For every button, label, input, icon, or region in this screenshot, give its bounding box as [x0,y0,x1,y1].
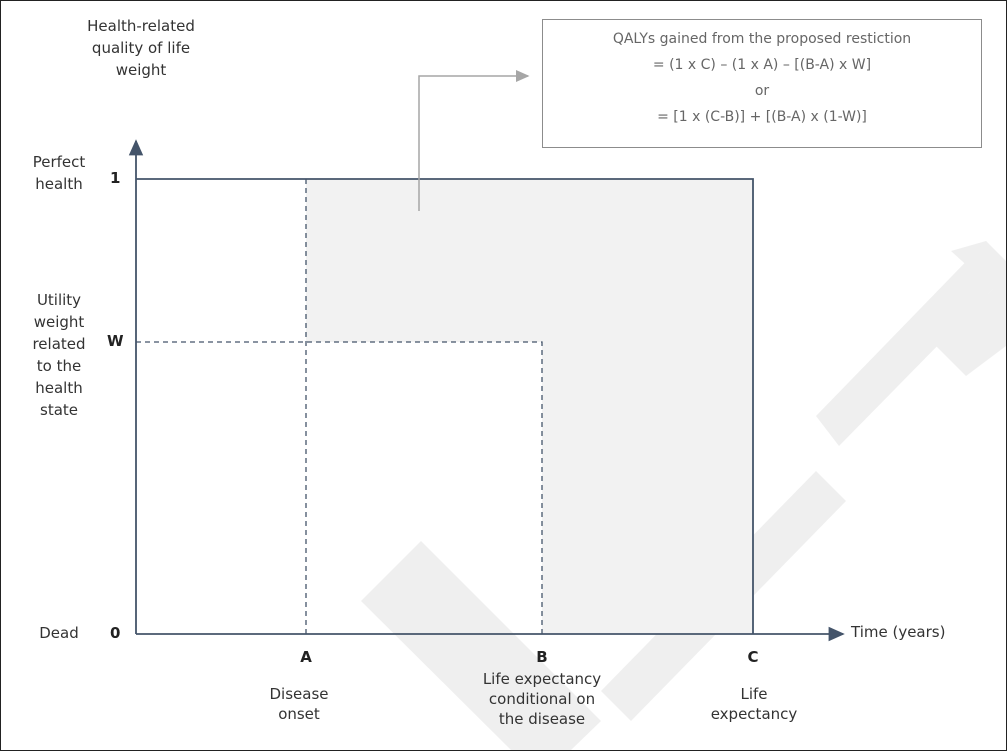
perfect-health-line [136,178,754,634]
formula-connector-arrow [418,70,530,211]
formula-expression-1: = (1 x C) – (1 x A) – [(B-A) x W] [652,57,872,73]
disease-onset-label: Disease onset [269,685,329,723]
utility-weight-label: Utility weight related to the health sta… [32,291,86,419]
x-tick-b: B [536,648,548,666]
y-axis-title: Health-related quality of life weight [87,17,195,79]
life-expectancy-disease-label: Life expectancy conditional on the disea… [482,670,602,728]
perfect-health-label: Perfect health [32,153,86,193]
formula-title: QALYs gained from the proposed restictio… [612,31,912,47]
utility-weight-dashed-line [136,341,543,634]
formula-box: QALYs gained from the proposed restictio… [542,19,982,148]
y-tick-w: W [107,332,124,350]
life-expectancy-label: Life expectancy [710,685,798,723]
x-tick-c: C [747,648,759,666]
qaly-gain-area [306,179,753,634]
dead-label: Dead [39,624,79,642]
formula-or: or [754,83,770,99]
x-axis-title: Time (years) [851,623,946,641]
formula-expression-2: = [1 x (C-B)] + [(B-A) x (1-W)] [657,109,867,125]
y-tick-1: 1 [110,169,121,187]
y-tick-0: 0 [110,624,121,642]
x-tick-a: A [300,648,312,666]
